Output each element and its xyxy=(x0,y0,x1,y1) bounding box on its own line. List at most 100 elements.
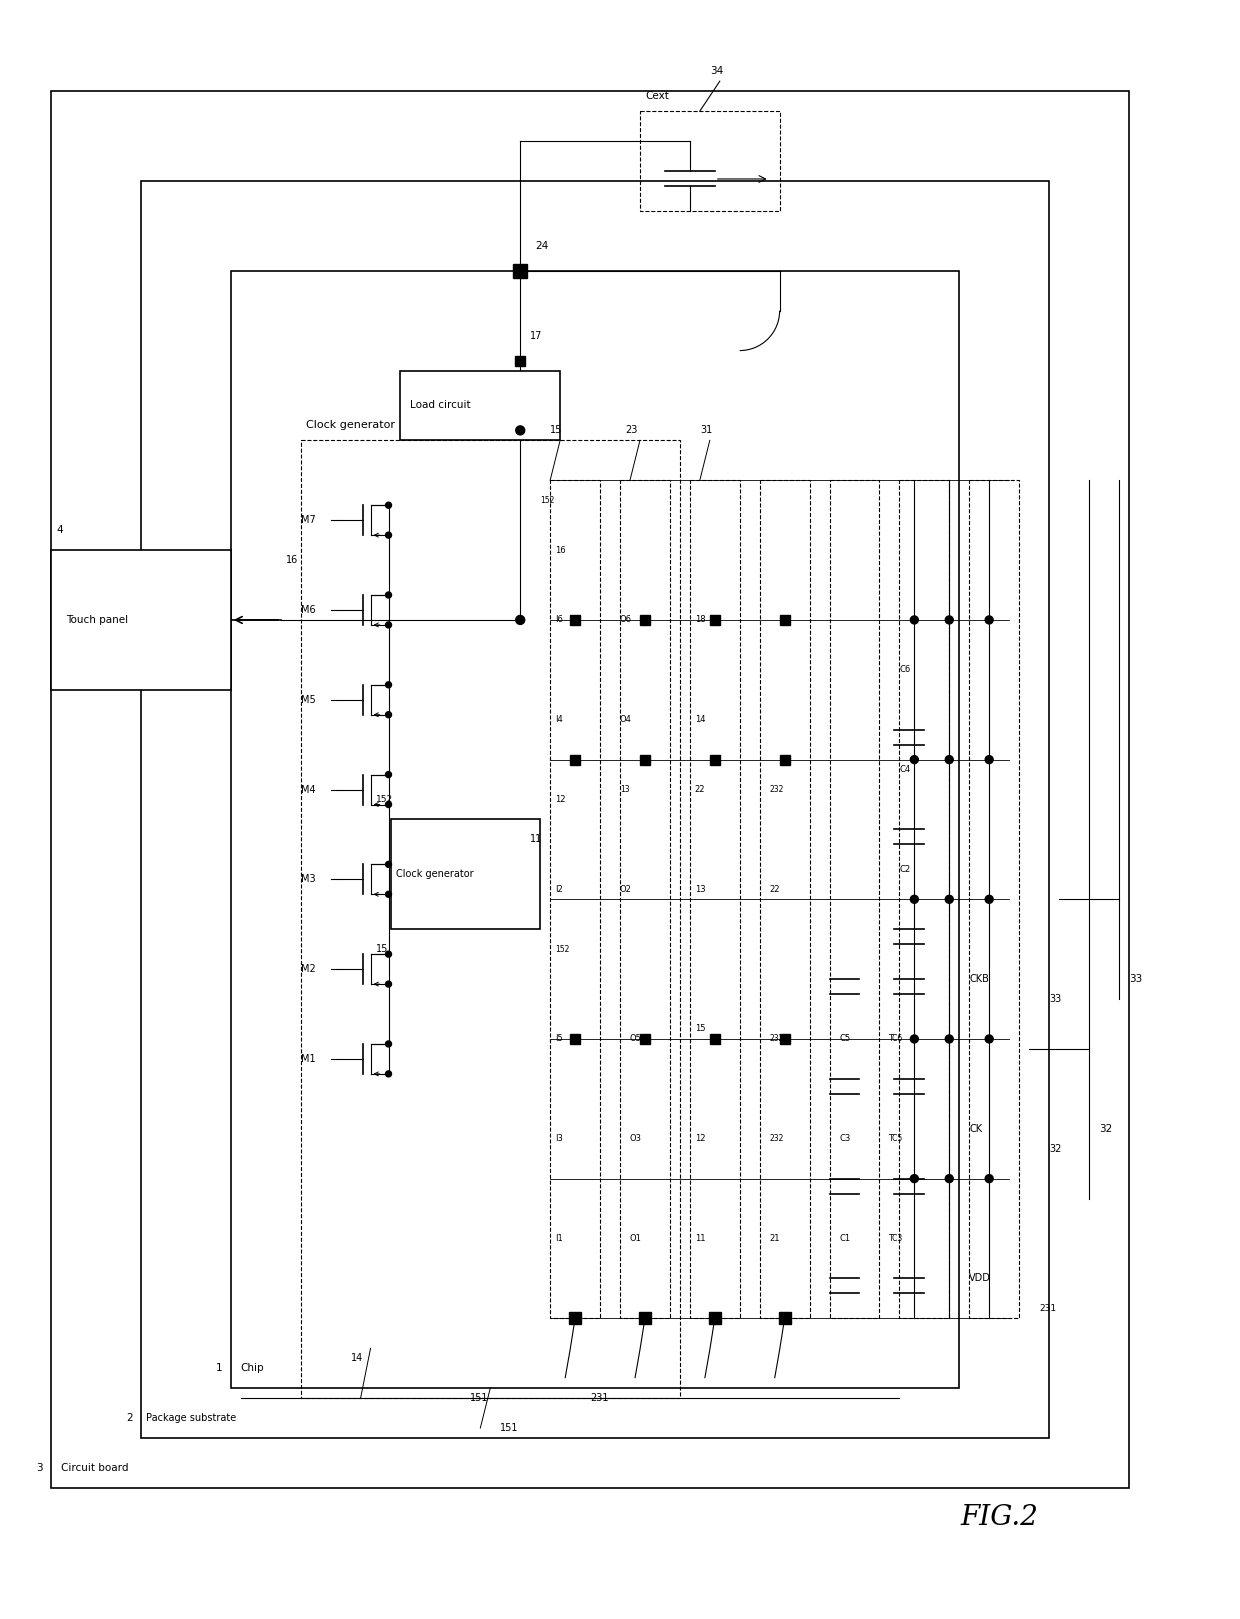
Bar xyxy=(830,481,879,1318)
Circle shape xyxy=(386,801,392,808)
Text: 21: 21 xyxy=(770,1234,780,1243)
Text: I6: I6 xyxy=(556,615,563,625)
Text: 231: 231 xyxy=(1039,1303,1056,1313)
Text: O2: O2 xyxy=(620,886,632,894)
Circle shape xyxy=(516,615,525,625)
Circle shape xyxy=(910,1175,919,1182)
Text: 13: 13 xyxy=(694,886,706,894)
Circle shape xyxy=(910,1035,919,1043)
Text: Chip: Chip xyxy=(241,1363,264,1373)
Text: 11: 11 xyxy=(694,1234,706,1243)
Circle shape xyxy=(386,1070,392,1077)
Bar xyxy=(569,1313,582,1324)
Text: 2: 2 xyxy=(126,1413,133,1423)
Text: Clock generator: Clock generator xyxy=(396,869,474,879)
Text: 152: 152 xyxy=(541,495,554,505)
Text: 16: 16 xyxy=(556,546,565,555)
Bar xyxy=(391,819,541,929)
Text: C6: C6 xyxy=(899,665,910,675)
Text: C1: C1 xyxy=(839,1234,851,1243)
Text: TC3: TC3 xyxy=(889,1234,904,1243)
Text: VDD: VDD xyxy=(970,1274,991,1284)
Text: 16: 16 xyxy=(285,555,298,565)
Bar xyxy=(570,754,580,764)
Text: TC5: TC5 xyxy=(889,1135,904,1143)
Text: C4: C4 xyxy=(899,766,910,774)
Text: CK: CK xyxy=(970,1124,982,1133)
Bar xyxy=(709,754,719,764)
Text: 232: 232 xyxy=(770,785,784,793)
Bar xyxy=(780,615,790,625)
Bar xyxy=(709,1035,719,1044)
Circle shape xyxy=(945,756,954,764)
Circle shape xyxy=(386,682,392,688)
Text: M4: M4 xyxy=(301,785,315,795)
Text: O1: O1 xyxy=(630,1234,642,1243)
Text: M1: M1 xyxy=(301,1054,315,1064)
Text: O5: O5 xyxy=(630,1035,642,1044)
Bar xyxy=(570,1035,580,1044)
Circle shape xyxy=(986,615,993,623)
Circle shape xyxy=(386,593,392,597)
Bar xyxy=(51,91,1128,1488)
Text: 15: 15 xyxy=(551,426,563,436)
Circle shape xyxy=(910,615,919,623)
Circle shape xyxy=(910,756,919,764)
Circle shape xyxy=(386,533,392,538)
Text: 152: 152 xyxy=(556,944,569,954)
Text: 232: 232 xyxy=(770,1135,784,1143)
Circle shape xyxy=(986,1175,993,1182)
Text: 14: 14 xyxy=(351,1353,363,1363)
Text: 151: 151 xyxy=(470,1392,489,1404)
Bar xyxy=(640,615,650,625)
Text: Touch panel: Touch panel xyxy=(66,615,129,625)
Text: M2: M2 xyxy=(301,965,315,975)
Bar xyxy=(780,1035,790,1044)
Text: TC6: TC6 xyxy=(889,1035,904,1044)
Text: O4: O4 xyxy=(620,716,632,724)
Text: 12: 12 xyxy=(694,1135,706,1143)
Bar xyxy=(639,1313,651,1324)
Text: C3: C3 xyxy=(839,1135,851,1143)
Bar xyxy=(141,181,1049,1438)
Text: FIG.2: FIG.2 xyxy=(960,1504,1038,1532)
Bar xyxy=(640,754,650,764)
Text: O6: O6 xyxy=(620,615,632,625)
Text: 24: 24 xyxy=(536,241,548,251)
Text: 15: 15 xyxy=(694,1025,706,1033)
Bar xyxy=(570,615,580,625)
Text: 17: 17 xyxy=(531,330,543,340)
Text: Cext: Cext xyxy=(645,91,668,100)
Circle shape xyxy=(986,756,993,764)
Bar xyxy=(516,356,526,366)
Text: 12: 12 xyxy=(556,795,565,805)
Circle shape xyxy=(910,895,919,903)
Text: I2: I2 xyxy=(556,886,563,894)
Bar xyxy=(301,440,680,1399)
Text: CKB: CKB xyxy=(970,975,990,984)
Text: M5: M5 xyxy=(301,695,315,704)
Text: 18: 18 xyxy=(694,615,706,625)
Text: 15: 15 xyxy=(376,944,388,954)
Circle shape xyxy=(386,712,392,717)
Bar xyxy=(779,1313,791,1324)
Text: M3: M3 xyxy=(301,874,315,884)
Circle shape xyxy=(386,1041,392,1047)
Bar xyxy=(760,481,810,1318)
Text: 33: 33 xyxy=(1049,994,1061,1004)
Circle shape xyxy=(386,981,392,988)
Text: 4: 4 xyxy=(56,525,63,536)
Circle shape xyxy=(945,895,954,903)
Text: 232: 232 xyxy=(770,1035,784,1044)
Text: Clock generator: Clock generator xyxy=(306,421,394,431)
Bar xyxy=(709,1313,720,1324)
Bar xyxy=(709,615,719,625)
Circle shape xyxy=(945,615,954,623)
Text: 31: 31 xyxy=(699,426,712,436)
Bar xyxy=(401,371,560,440)
Text: 32: 32 xyxy=(1099,1124,1112,1133)
Bar xyxy=(640,1035,650,1044)
Text: I3: I3 xyxy=(556,1135,563,1143)
Circle shape xyxy=(386,502,392,508)
Bar xyxy=(620,481,670,1318)
